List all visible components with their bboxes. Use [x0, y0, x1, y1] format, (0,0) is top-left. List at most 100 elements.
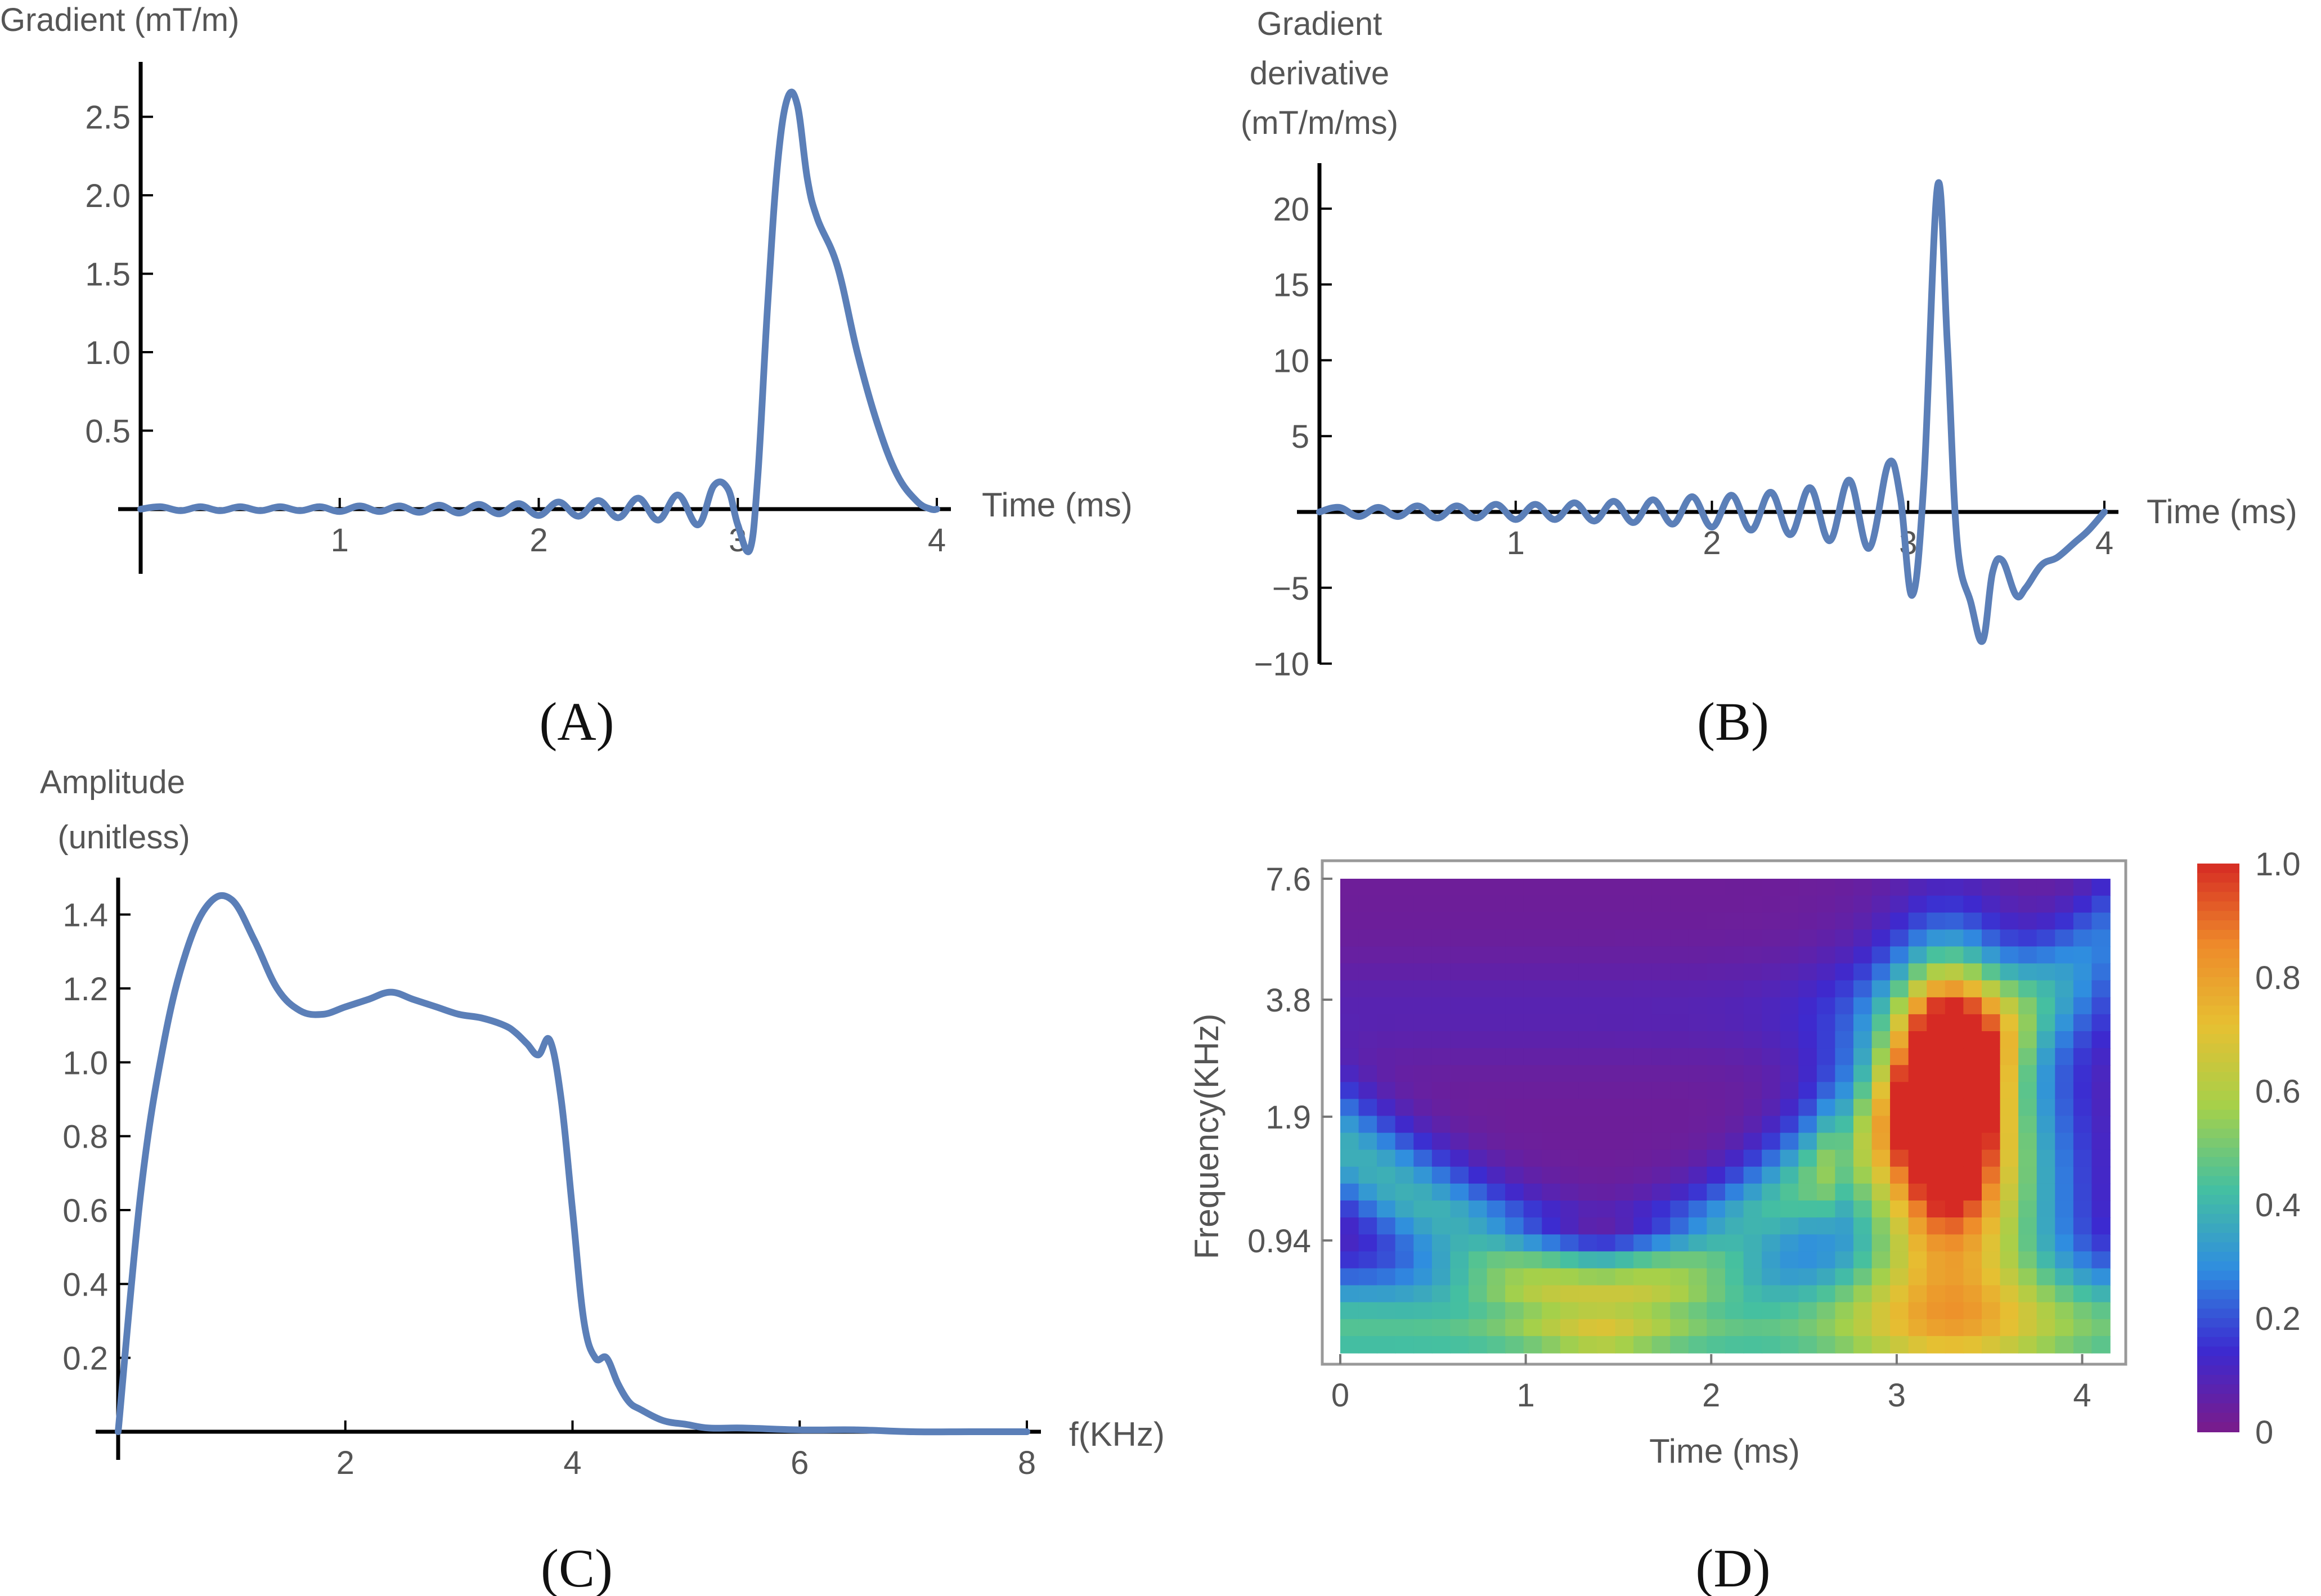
heatmap-cell — [1505, 912, 1524, 930]
heatmap-cell — [1908, 1014, 1928, 1032]
heatmap-cell — [1670, 1149, 1689, 1167]
heatmap-cell — [1688, 1268, 1708, 1286]
heatmap-cell — [1377, 912, 1396, 930]
heatmap-cell — [2091, 929, 2111, 947]
heatmap-cell — [1578, 1099, 1597, 1117]
heatmap-cell — [1945, 1201, 1964, 1218]
heatmap-cell — [1927, 1132, 1946, 1150]
heatmap-cell — [1816, 1132, 1836, 1150]
heatmap-cell — [1945, 997, 1964, 1015]
heatmap-cell — [1633, 1031, 1653, 1049]
heatmap-cell — [1523, 1099, 1543, 1117]
heatmap-cell — [1542, 1048, 1561, 1066]
panel-d-xlabel: Time (ms) — [1649, 1432, 1800, 1470]
heatmap-cell — [2091, 1048, 2111, 1066]
heatmap-cell — [2000, 1082, 2019, 1100]
heatmap-cell — [1615, 1065, 1634, 1083]
heatmap-cell — [1450, 1217, 1469, 1235]
heatmap-cell — [1945, 879, 1964, 896]
heatmap-cell — [1945, 1149, 1964, 1167]
heatmap-cell — [1982, 1065, 2001, 1083]
heatmap-cell — [1450, 1285, 1469, 1303]
heatmap-cell — [1578, 946, 1597, 964]
heatmap-cell — [1431, 963, 1451, 981]
colorbar-segment — [2197, 1185, 2239, 1196]
colorbar-segment — [2197, 1346, 2239, 1357]
heatmap-cell — [1816, 997, 1836, 1015]
heatmap-cell — [1798, 1048, 1817, 1066]
heatmap-cell — [1597, 1082, 1616, 1100]
heatmap-cell — [1578, 1234, 1597, 1252]
heatmap-cell — [1945, 912, 1964, 930]
heatmap-cell — [2000, 1268, 2019, 1286]
heatmap-cell — [1743, 1217, 1762, 1235]
heatmap-cell — [1890, 963, 1909, 981]
heatmap-cell — [1377, 1149, 1396, 1167]
heatmap-cell — [1743, 1234, 1762, 1252]
y-tick-label: 0.6 — [62, 1193, 108, 1229]
heatmap-cell — [1431, 1082, 1451, 1100]
heatmap-cell — [1542, 1285, 1561, 1303]
heatmap-cell — [2018, 1336, 2037, 1354]
heatmap-cell — [2018, 1251, 2037, 1269]
heatmap-cell — [1413, 1132, 1433, 1150]
heatmap-cell — [1413, 1116, 1433, 1134]
heatmap-cell — [1780, 1217, 1799, 1235]
heatmap-cell — [1982, 1336, 2001, 1354]
heatmap-cell — [1707, 1336, 1726, 1354]
heatmap-cell — [1505, 1201, 1524, 1218]
heatmap-cell — [1963, 980, 1982, 998]
heatmap-cell — [1780, 1319, 1799, 1337]
heatmap-cell — [1853, 1251, 1873, 1269]
heatmap-cell — [1395, 912, 1415, 930]
heatmap-cell — [1358, 1234, 1377, 1252]
colorbar-segment — [2197, 1109, 2239, 1120]
y-tick-label: 20 — [1273, 191, 1309, 228]
heatmap-cell — [1413, 1336, 1433, 1354]
heatmap-cell — [1762, 1149, 1781, 1167]
heatmap-cell — [1927, 1065, 1946, 1083]
heatmap-cell — [1542, 1132, 1561, 1150]
colorbar-segment — [2197, 1091, 2239, 1101]
colorbar-segment — [2197, 1005, 2239, 1016]
heatmap-cell — [1431, 1132, 1451, 1150]
heatmap-cell — [1413, 929, 1433, 947]
heatmap-cell — [1725, 1082, 1744, 1100]
heatmap-cell — [1615, 1201, 1634, 1218]
heatmap-cell — [2036, 1251, 2056, 1269]
heatmap-cell — [2073, 1201, 2093, 1218]
heatmap-cell — [1358, 997, 1377, 1015]
heatmap-cell — [1505, 997, 1524, 1015]
heatmap-cell — [1670, 896, 1689, 913]
heatmap-cell — [2091, 879, 2111, 896]
heatmap-cell — [2036, 1166, 2056, 1184]
heatmap-cell — [1725, 879, 1744, 896]
colorbar-segment — [2197, 1365, 2239, 1375]
heatmap-cell — [1816, 1217, 1836, 1235]
panel-b-label: (B) — [1697, 691, 1769, 752]
heatmap-cell — [2073, 896, 2093, 913]
heatmap-cell — [1963, 912, 1982, 930]
heatmap-cell — [1395, 1031, 1415, 1049]
heatmap-cell — [1469, 1183, 1488, 1201]
heatmap-cell — [1890, 1132, 1909, 1150]
heatmap-cell — [1780, 1201, 1799, 1218]
heatmap-cell — [1597, 980, 1616, 998]
heatmap-cell — [1908, 912, 1928, 930]
heatmap-cell — [1469, 1048, 1488, 1066]
heatmap-cell — [1377, 1268, 1396, 1286]
heatmap-cell — [1597, 1251, 1616, 1269]
heatmap-cell — [1670, 1251, 1689, 1269]
heatmap-cell — [1670, 997, 1689, 1015]
heatmap-cell — [1963, 1217, 1982, 1235]
heatmap-cell — [1578, 997, 1597, 1015]
heatmap-cell — [1890, 1166, 1909, 1184]
heatmap-cell — [1853, 1234, 1873, 1252]
heatmap-cell — [1377, 1201, 1396, 1218]
heatmap-cell — [1725, 912, 1744, 930]
heatmap-cell — [2036, 1183, 2056, 1201]
heatmap-cell — [1927, 912, 1946, 930]
colorbar-segment — [2197, 873, 2239, 883]
heatmap-cell — [1743, 1099, 1762, 1117]
heatmap-cell — [1927, 1166, 1946, 1184]
